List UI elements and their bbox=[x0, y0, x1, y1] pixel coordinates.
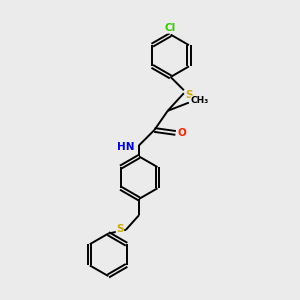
Text: HN: HN bbox=[117, 142, 135, 152]
Text: O: O bbox=[178, 128, 187, 138]
Text: S: S bbox=[185, 90, 193, 100]
Text: CH₃: CH₃ bbox=[191, 96, 209, 105]
Text: S: S bbox=[116, 224, 124, 234]
Text: Cl: Cl bbox=[165, 23, 176, 33]
